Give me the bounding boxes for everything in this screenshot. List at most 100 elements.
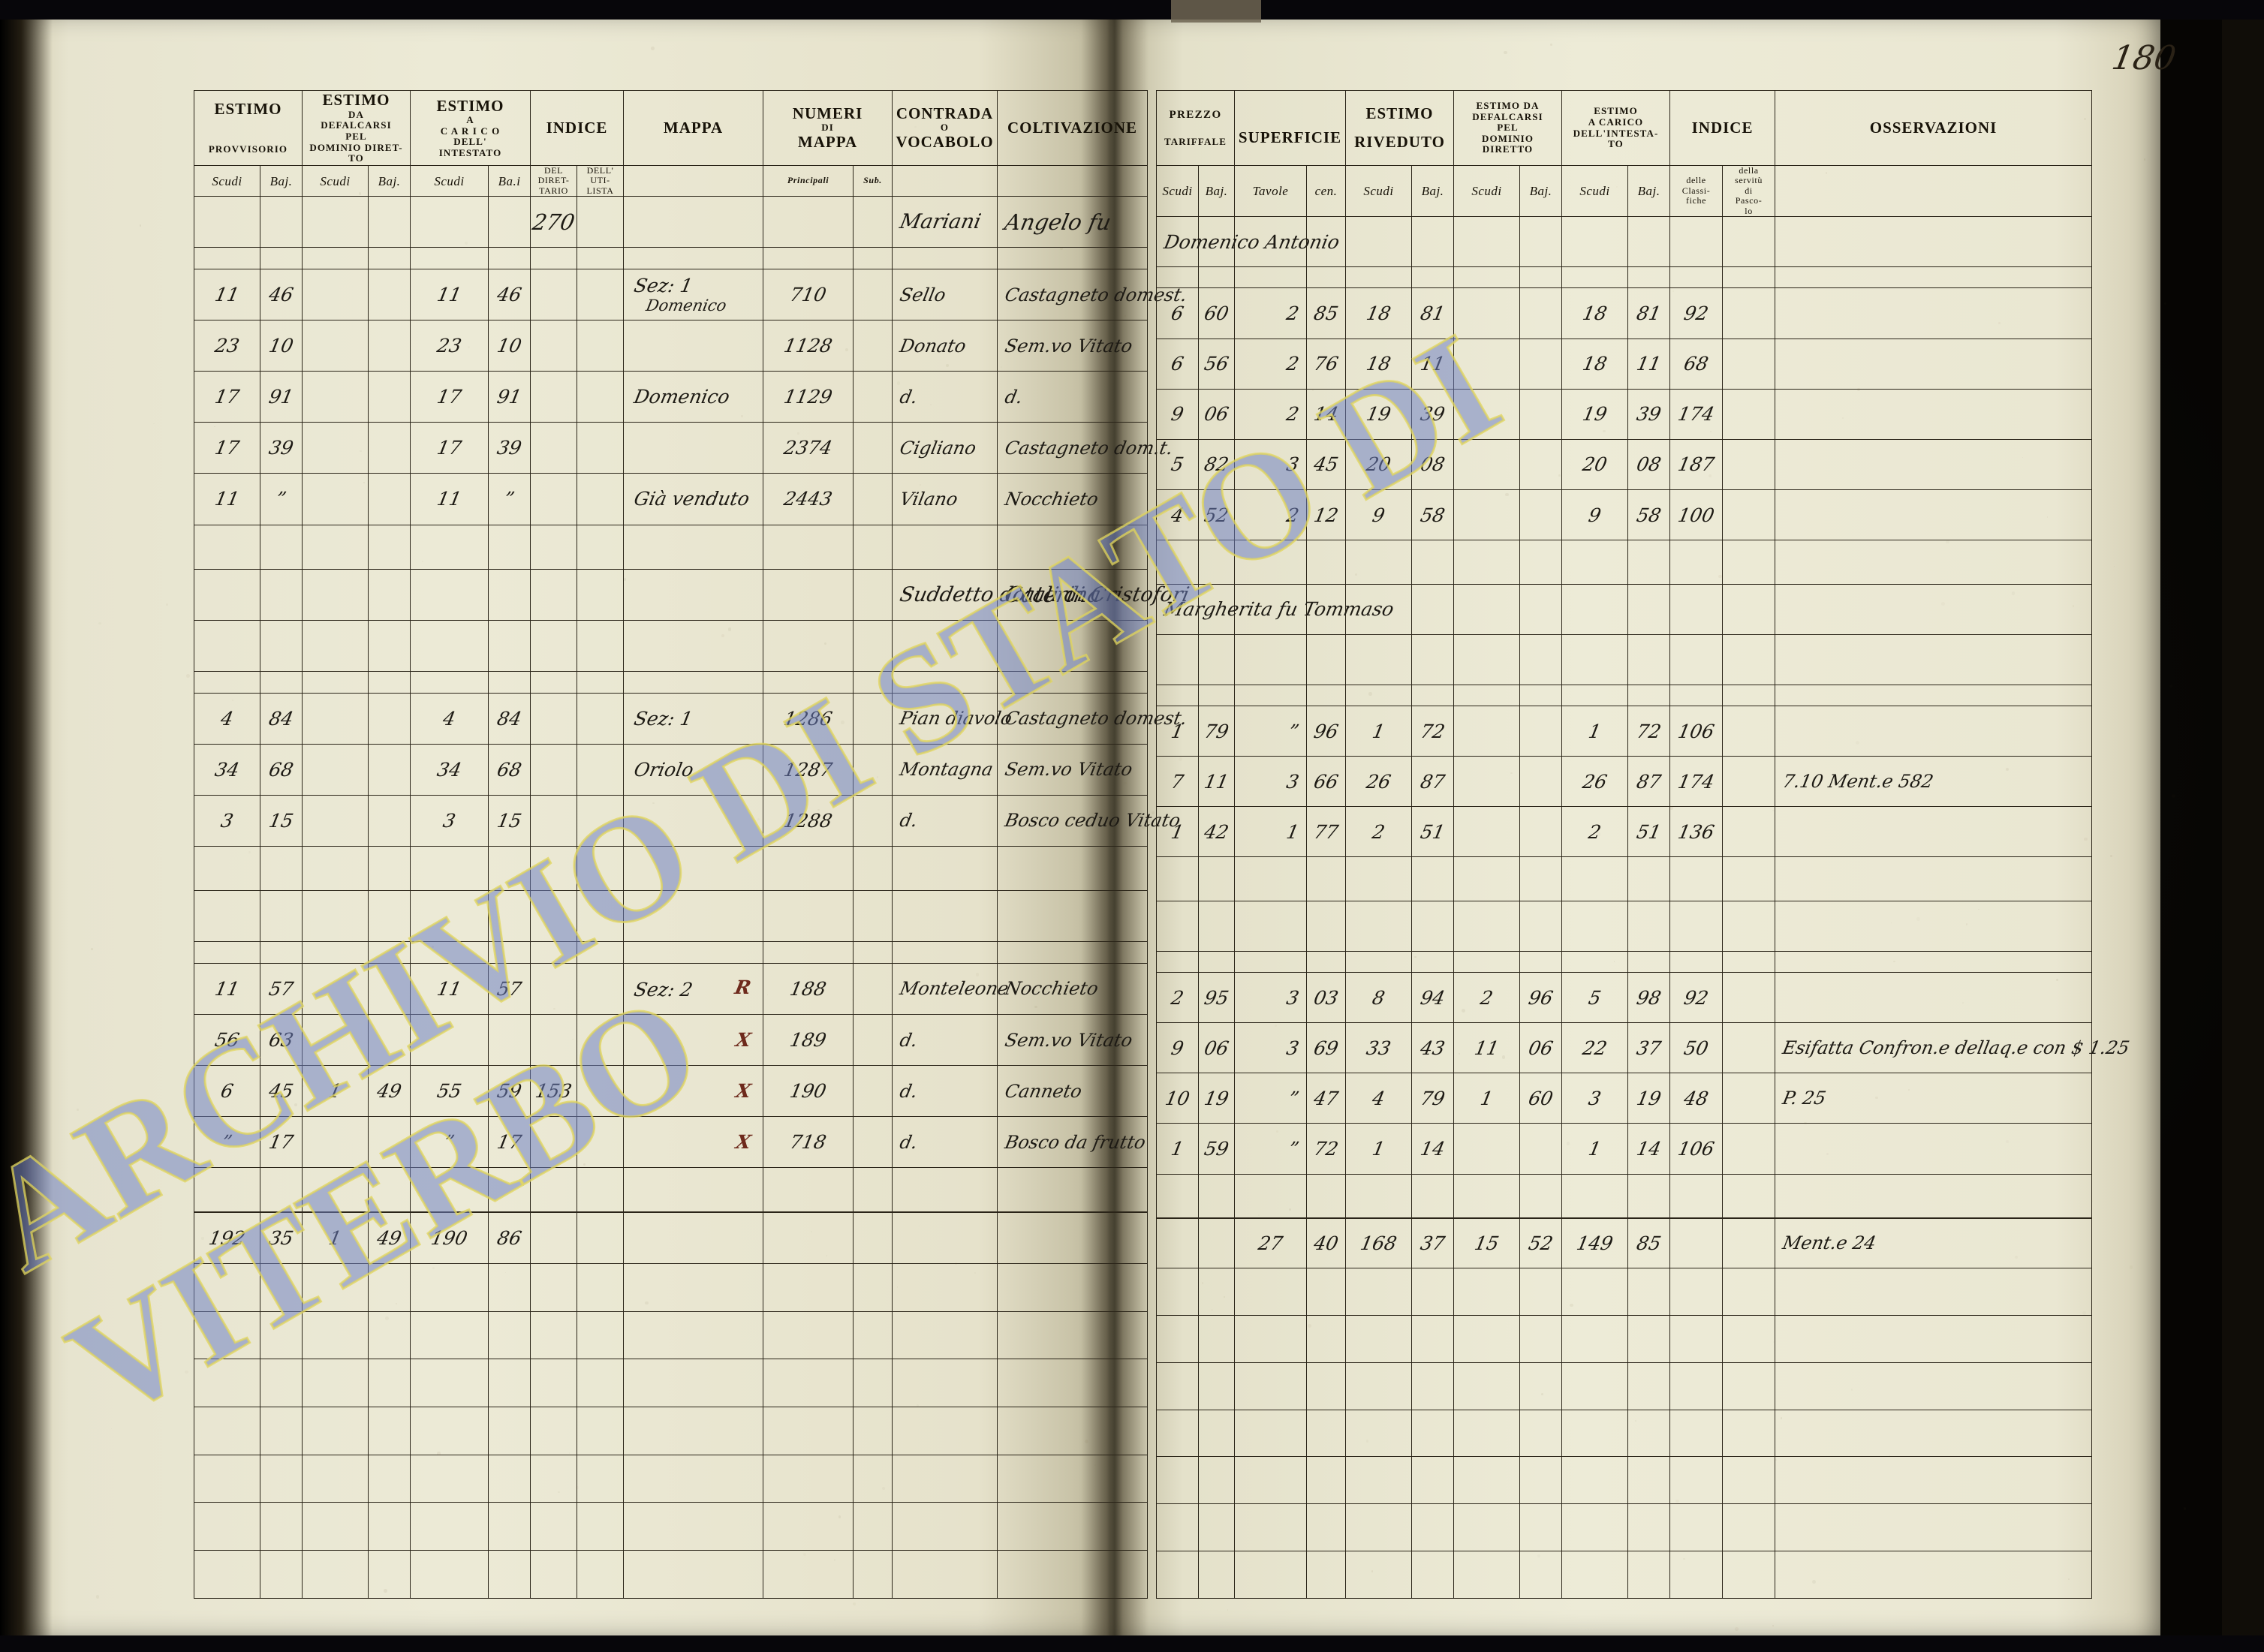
paper-speckle (2130, 1265, 2133, 1268)
paper-speckle (1558, 474, 1561, 477)
cell-rcarico-scudi: 1 (1562, 706, 1628, 756)
cell-estimo-def-baj (369, 423, 411, 474)
cell-estimo-car-scudi: 3 (411, 795, 489, 846)
paper-speckle (1308, 1324, 1311, 1328)
gap-row (1157, 1174, 2092, 1217)
cell-prezzo-scudi: 1 (1157, 706, 1199, 756)
paper-speckle (1345, 651, 1347, 652)
cell-estimo-car-scudi: 23 (411, 320, 489, 372)
cell-estimo-prov-scudi: 23 (194, 320, 260, 372)
th-car-baj: Ba.i (489, 166, 531, 197)
table-row: 1 79” 96 1 72 1 72 106 (1157, 706, 2092, 756)
cell-indice-pascolo (1723, 807, 1775, 857)
cell-indice-direttario (531, 1117, 577, 1168)
cell-superficie-cen: 45 (1307, 439, 1346, 489)
cell-riveduto-scudi: 8 (1346, 973, 1412, 1023)
cell-riveduto-baj: 87 (1412, 757, 1454, 807)
cell-riveduto-baj: 43 (1412, 1023, 1454, 1073)
cell-osservazioni: 7.10 Ment.e 582 (1775, 757, 2092, 807)
cell-indice-classifiche: 174 (1670, 389, 1723, 439)
cell-estimo-def-scudi (303, 744, 369, 795)
cell-rcarico-scudi: 18 (1562, 288, 1628, 339)
cell-indice-classifiche: 92 (1670, 288, 1723, 339)
cell-indice-classifiche: 174 (1670, 757, 1723, 807)
paper-speckle (2047, 516, 2048, 517)
cell-num-sub (854, 1066, 893, 1117)
cell-indice-utilista (577, 372, 624, 423)
paper-speckle (897, 381, 900, 384)
cell-indice-classifiche: 136 (1670, 807, 1723, 857)
cell-rcarico-baj: 11 (1628, 339, 1670, 389)
cell-prezzo-scudi: 9 (1157, 389, 1199, 439)
paper-speckle (645, 1301, 649, 1305)
cell-estimo-def-scudi (303, 693, 369, 744)
paper-speckle (1875, 1097, 1878, 1100)
cell-rdef-scudi (1454, 807, 1520, 857)
cell-indice-direttario (531, 320, 577, 372)
cell-superficie-tavole: 2 (1235, 389, 1307, 439)
gap-row (1157, 267, 2092, 288)
cell-osservazioni (1775, 489, 2092, 540)
paper-speckle (468, 346, 470, 348)
empty-ruled-row (1157, 1410, 2092, 1457)
cell-indice-utilista (577, 963, 624, 1014)
cell-estimo-car-scudi: 11 (411, 474, 489, 525)
th-estimo-da-defalcarsi: ESTIMO DA DEFALCARSI PEL DOMINIO DIRET- … (303, 91, 411, 166)
empty-ruled-row (194, 1263, 1148, 1311)
cell-coltivazione: Sem.vo Vitato (998, 744, 1148, 795)
table-row: 9 06 2 14 19 39 19 39 174 (1157, 389, 2092, 439)
left-table-body: 270 Mariani Angelo fu 11 46 11 46 Sez: 1 Domenic… (194, 197, 1148, 1599)
cell-riveduto-baj: 58 (1412, 489, 1454, 540)
th-estimo-a-carico-right: ESTIMO A CARICO DELL'INTESTA- TO (1562, 91, 1670, 166)
cell-num-principali: 1287 (763, 744, 854, 795)
cell-contrada: Cigliano (893, 423, 998, 474)
cell-num-sub (854, 372, 893, 423)
cell-osservazioni: Esifatta Confron.e dellaq.e con $ 1.25 (1775, 1023, 2092, 1073)
cell-prezzo-baj: 06 (1199, 1023, 1235, 1073)
gap-row (194, 248, 1148, 269)
paper-speckle (1034, 1006, 1037, 1009)
table-row: 7 11 3 66 26 87 26 87 174 7.10 Ment.e 582 (1157, 757, 2092, 807)
cell-indice-classifiche: 50 (1670, 1023, 1723, 1073)
cell-riveduto-scudi: 20 (1346, 439, 1412, 489)
cell-indice-classifiche: 68 (1670, 339, 1723, 389)
cell-coltivazione: Bosco ceduo Vitato (998, 795, 1148, 846)
table-row: 56 63 X 189 d. Sem.vo Vitato (194, 1015, 1148, 1066)
paper-speckle (396, 1303, 397, 1304)
table-row: 11 57 11 57 Sez: 2 R 188 Monteleone Nocchieto (194, 963, 1148, 1014)
paper-speckle (1094, 1464, 1096, 1466)
cell-rdef-baj (1520, 807, 1562, 857)
cell-indice-utilista (577, 269, 624, 320)
paper-speckle (2006, 1140, 2009, 1143)
cell-osservazioni (1775, 288, 2092, 339)
cell-estimo-car-baj: 15 (489, 795, 531, 846)
cell-prezzo-baj: 06 (1199, 389, 1235, 439)
cell-estimo-def-scudi (303, 1117, 369, 1168)
cell-indice-classifiche: 100 (1670, 489, 1723, 540)
th-osservazioni-spacer (1775, 166, 2092, 217)
cell-superficie-tavole: 3 (1235, 439, 1307, 489)
left-page-edge-shadow (0, 0, 53, 1652)
paper-speckle (1893, 961, 1895, 963)
empty-ruled-row (1157, 1504, 2092, 1551)
paper-speckle (1427, 163, 1429, 164)
cell-mappa: Sez: 1 Domenico (624, 269, 763, 320)
cell-indice-classifiche: 106 (1670, 706, 1723, 756)
owner-header-row-right: Margherita fu Tommaso (1157, 584, 2092, 634)
owner-index-value: 270 (531, 197, 577, 248)
cell-prezzo-scudi: 2 (1157, 973, 1199, 1023)
cell-osservazioni (1775, 807, 2092, 857)
th-coltivazione: COLTIVAZIONE (998, 91, 1148, 166)
cell-rcarico-scudi: 3 (1562, 1073, 1628, 1124)
paper-speckle (2114, 566, 2115, 567)
cell-rcarico-baj: 19 (1628, 1073, 1670, 1124)
cell-num-principali: 189 (763, 1015, 854, 1066)
empty-ruled-row (1157, 1551, 2092, 1598)
cell-estimo-car-scudi: 4 (411, 693, 489, 744)
th-rdef-baj: Baj. (1520, 166, 1562, 217)
paper-speckle (360, 450, 361, 452)
cell-rcarico-scudi: 20 (1562, 439, 1628, 489)
cell-indice-pascolo (1723, 1073, 1775, 1124)
paper-speckle (583, 1163, 586, 1166)
cell-riveduto-baj: 79 (1412, 1073, 1454, 1124)
